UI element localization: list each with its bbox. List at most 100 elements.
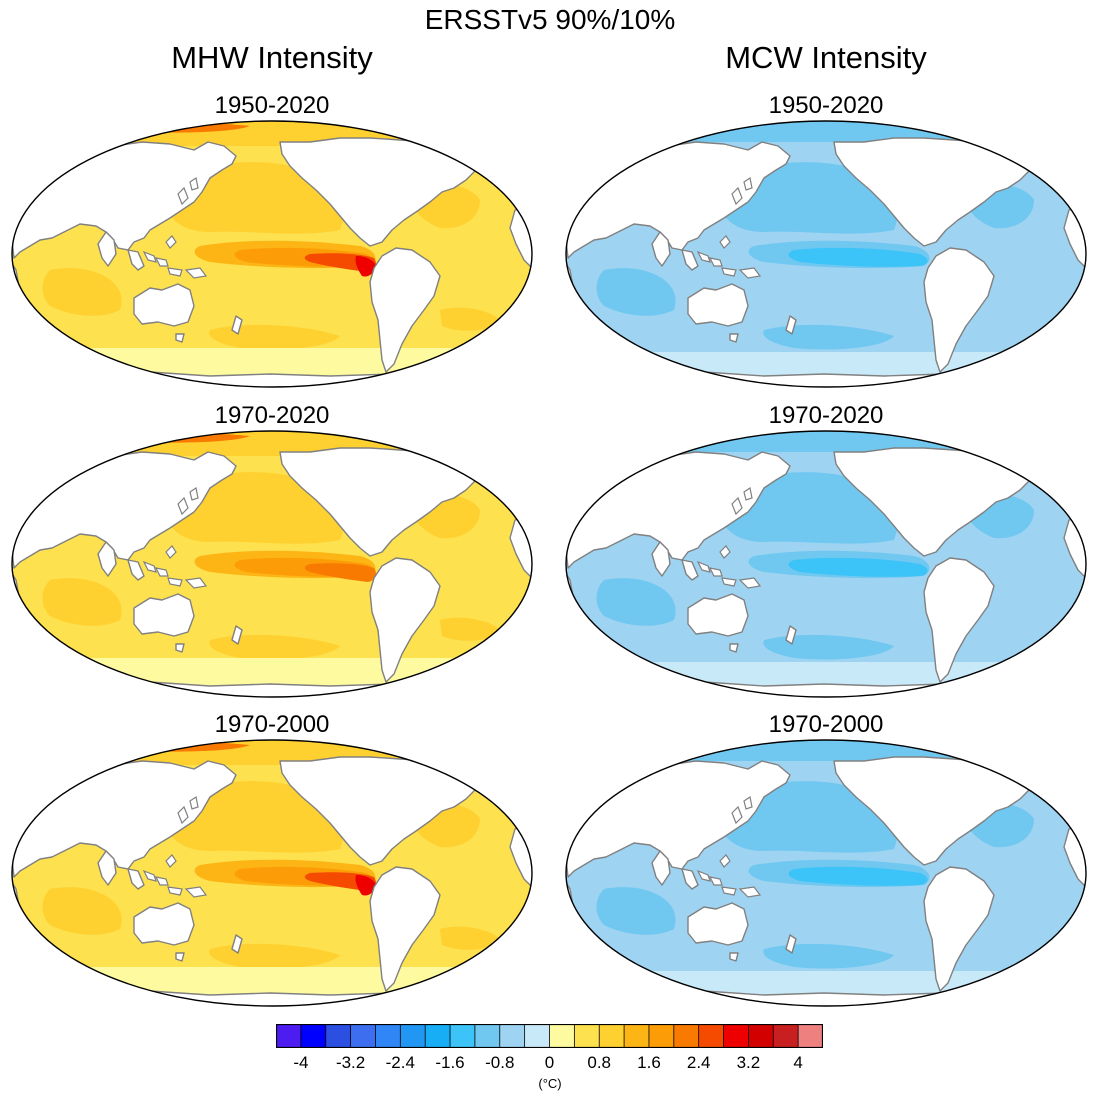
island-outline	[184, 886, 208, 898]
panel-title-mcw-2: 1970-2020	[768, 402, 884, 429]
island-outline	[719, 545, 731, 559]
colorbar-tick-label: -1.6	[435, 1053, 465, 1072]
colorbar-swatch	[450, 1024, 476, 1048]
colorbar-swatch	[499, 1024, 525, 1048]
island-outline	[154, 876, 169, 886]
ocean-band	[42, 578, 122, 626]
column-title-mhw: MHW Intensity	[171, 40, 373, 75]
ocean-band	[763, 634, 894, 660]
land-outline	[729, 333, 739, 343]
ocean-band	[209, 324, 340, 350]
colorbar-tick-label: 1.6	[637, 1053, 661, 1072]
colorbar-swatch	[648, 1024, 675, 1048]
map-frame	[565, 430, 1087, 698]
ocean-band	[788, 247, 928, 267]
island-outline	[142, 560, 157, 573]
map-frame	[11, 739, 533, 1007]
island-outline	[167, 577, 183, 587]
land-outline	[923, 866, 995, 992]
ocean-band	[304, 563, 376, 582]
map-mhw-1970-2000	[11, 739, 533, 1007]
island-outline	[165, 545, 177, 559]
land-outline	[175, 643, 185, 653]
island-outline	[696, 250, 711, 263]
map-mhw-1970-2020	[11, 430, 533, 698]
land-outline	[97, 850, 117, 886]
land-outline	[175, 952, 185, 962]
panel-title-mhw-3: 1970-2000	[214, 711, 330, 738]
ocean-band	[566, 431, 1086, 452]
island-outline	[154, 257, 169, 267]
colorbar-tick-label: 4	[793, 1053, 803, 1072]
land-outline	[175, 333, 185, 343]
ocean-band	[440, 617, 500, 641]
land-outline	[687, 593, 749, 637]
land-outline	[785, 625, 797, 645]
land-outline	[133, 902, 195, 946]
panel-title-mcw-3: 1970-2000	[768, 711, 884, 738]
land-outline	[681, 868, 699, 890]
colorbar-swatch	[549, 1024, 575, 1048]
island-outline	[738, 577, 762, 589]
colorbar-swatch	[325, 1024, 351, 1048]
land-outline	[687, 283, 749, 327]
land-outline	[651, 541, 671, 577]
colorbar-swatch	[300, 1024, 327, 1048]
colorbar-swatch	[375, 1024, 401, 1048]
land-outline	[127, 249, 145, 271]
ocean-band	[355, 875, 376, 896]
colorbar-swatch	[748, 1024, 774, 1048]
island-outline	[708, 257, 723, 267]
land-outline	[681, 249, 699, 271]
colorbar-swatch	[673, 1024, 699, 1048]
island-outline	[721, 577, 737, 587]
island-outline	[177, 186, 189, 206]
land-outline	[97, 541, 117, 577]
island-outline	[142, 869, 157, 882]
ocean-band	[42, 887, 122, 935]
island-outline	[719, 235, 731, 249]
land-outline	[681, 559, 699, 581]
island-outline	[738, 267, 762, 279]
island-outline	[696, 560, 711, 573]
ocean-band	[788, 866, 928, 886]
colorbar-swatch	[474, 1024, 501, 1048]
island-outline	[731, 186, 743, 206]
land-outline	[127, 868, 145, 890]
ocean-band	[12, 740, 532, 765]
colorbar-tick-label: 0.8	[587, 1053, 611, 1072]
ocean-band	[440, 926, 500, 950]
colorbar-swatch	[624, 1024, 650, 1048]
land-outline	[127, 559, 145, 581]
island-outline	[721, 886, 737, 896]
colorbar-swatch	[524, 1024, 550, 1048]
colorbar-tick-label: -4	[293, 1053, 309, 1072]
island-outline	[708, 567, 723, 577]
ocean-band	[12, 431, 532, 456]
island-outline	[167, 886, 183, 896]
ocean-band	[788, 557, 928, 577]
land-outline	[687, 902, 749, 946]
land-outline	[923, 557, 995, 683]
land-outline	[785, 934, 797, 954]
island-outline	[189, 796, 199, 810]
ocean-band	[763, 324, 894, 350]
map-mcw-1950-2020	[565, 120, 1087, 388]
ocean-band	[355, 256, 376, 277]
island-outline	[696, 869, 711, 882]
colorbar-swatch	[773, 1024, 799, 1048]
colorbar-tick-label: -3.2	[335, 1053, 366, 1072]
land-outline	[97, 231, 117, 267]
figure-title: ERSSTv5 90%/10%	[424, 4, 676, 35]
panel-title-mhw-2: 1970-2020	[214, 402, 330, 429]
ocean-band	[42, 268, 122, 316]
land-outline	[651, 850, 671, 886]
island-outline	[165, 235, 177, 249]
ocean-band	[763, 943, 894, 969]
island-outline	[731, 496, 743, 516]
map-frame	[11, 120, 533, 388]
colorbar-swatch	[723, 1024, 749, 1048]
island-outline	[177, 805, 189, 825]
island-outline	[743, 796, 753, 810]
ocean-band	[12, 121, 532, 146]
